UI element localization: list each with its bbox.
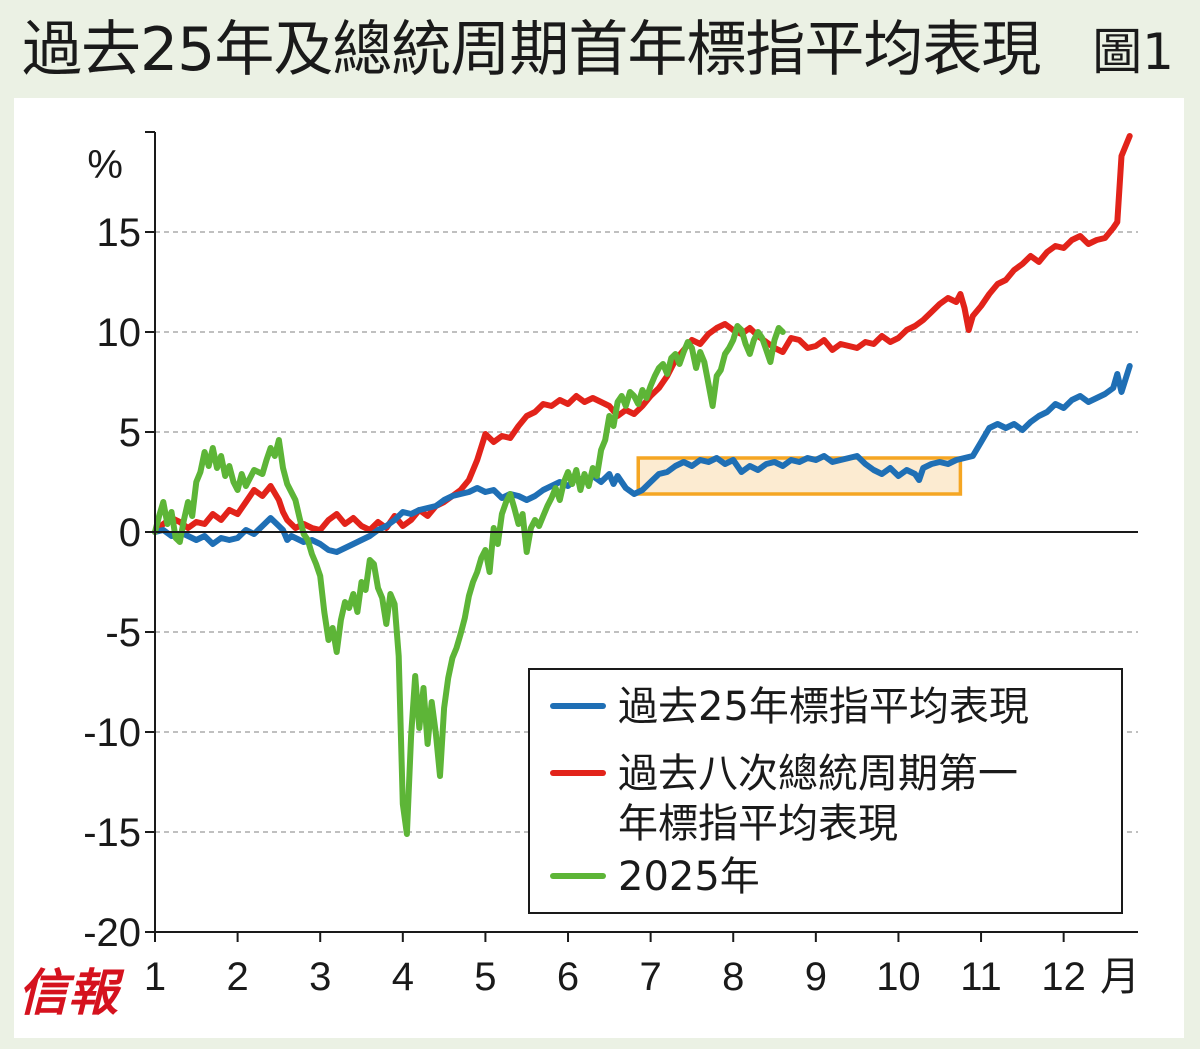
- legend-label-1-line-0: 過去八次總統周期第一: [618, 751, 1018, 797]
- y-tick-label--15: -15: [83, 811, 141, 855]
- legend-label-1-line-1: 年標指平均表現: [618, 801, 898, 847]
- x-tick-label-5: 5: [474, 955, 496, 999]
- legend-label-0: 過去25年標指平均表現: [618, 684, 1029, 730]
- axes: [145, 131, 1138, 942]
- x-tick-label-8: 8: [722, 955, 744, 999]
- y-tick-label-15: 15: [97, 211, 142, 255]
- x-tick-label-12: 12: [1041, 955, 1086, 999]
- x-tick-label-3: 3: [309, 955, 331, 999]
- y-tick-label-5: 5: [119, 411, 141, 455]
- x-tick-label-4: 4: [392, 955, 414, 999]
- legend-box: [528, 668, 1123, 914]
- x-tick-label-2: 2: [226, 955, 248, 999]
- x-axis-label: 月: [1100, 955, 1140, 999]
- y-tick-label-10: 10: [97, 311, 142, 355]
- legend-label-2: 2025年: [618, 854, 760, 900]
- x-tick-label-10: 10: [876, 955, 921, 999]
- series-group: [152, 133, 1133, 837]
- series-line-0: [152, 363, 1133, 555]
- figure-label: 圖1: [1092, 23, 1174, 81]
- xinbao-logo: 信報: [18, 963, 125, 1022]
- x-tick-label-7: 7: [640, 955, 662, 999]
- y-axis-label: %: [87, 143, 123, 187]
- x-tick-label-6: 6: [557, 955, 579, 999]
- y-tick-label--5: -5: [105, 611, 141, 655]
- x-tick-label-9: 9: [805, 955, 827, 999]
- y-tick-label-0: 0: [119, 511, 141, 555]
- y-tick-label--20: -20: [83, 911, 141, 955]
- series-line-1: [152, 133, 1133, 535]
- x-tick-label-1: 1: [144, 955, 166, 999]
- series-line-2: [152, 323, 786, 837]
- x-tick-label-11: 11: [960, 955, 1002, 999]
- y-tick-label--10: -10: [83, 711, 141, 755]
- chart-title: 過去25年及總統周期首年標指平均表現: [22, 15, 1041, 85]
